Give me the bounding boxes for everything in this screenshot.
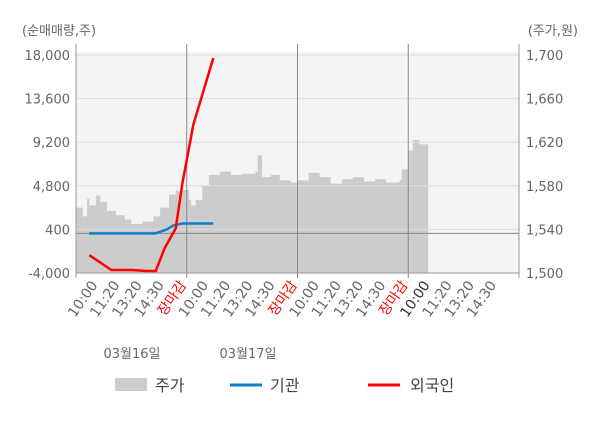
series-line-foreign — [88, 57, 215, 273]
left-tick-label: -4,000 — [28, 267, 70, 282]
right-tick-label: 1,660 — [526, 93, 563, 108]
date-label: 03월16일 — [103, 347, 160, 362]
right-axis-unit: (주가,원) — [528, 24, 578, 39]
right-tick-label: 1,500 — [526, 267, 563, 282]
right-tick-label: 1,580 — [526, 180, 563, 195]
right-tick-label: 1,700 — [526, 49, 563, 64]
date-label: 03월17일 — [219, 347, 276, 362]
legend-label: 기관 — [270, 376, 300, 395]
series-line-institution — [89, 222, 214, 235]
legend-label: 주가 — [155, 376, 185, 395]
legend-label: 외국인 — [410, 376, 454, 395]
left-tick-label: 4,800 — [33, 180, 70, 195]
right-tick-label: 1,540 — [526, 223, 563, 238]
price-area — [76, 140, 429, 273]
left-axis-unit: (순매매량,주) — [22, 24, 96, 39]
left-tick-label: 400 — [45, 223, 70, 238]
left-tick-label: 13,600 — [25, 93, 71, 108]
left-tick-label: 9,200 — [33, 136, 70, 151]
legend-swatch-price — [115, 378, 147, 391]
left-tick-label: 18,000 — [25, 49, 71, 64]
right-tick-label: 1,620 — [526, 136, 563, 151]
